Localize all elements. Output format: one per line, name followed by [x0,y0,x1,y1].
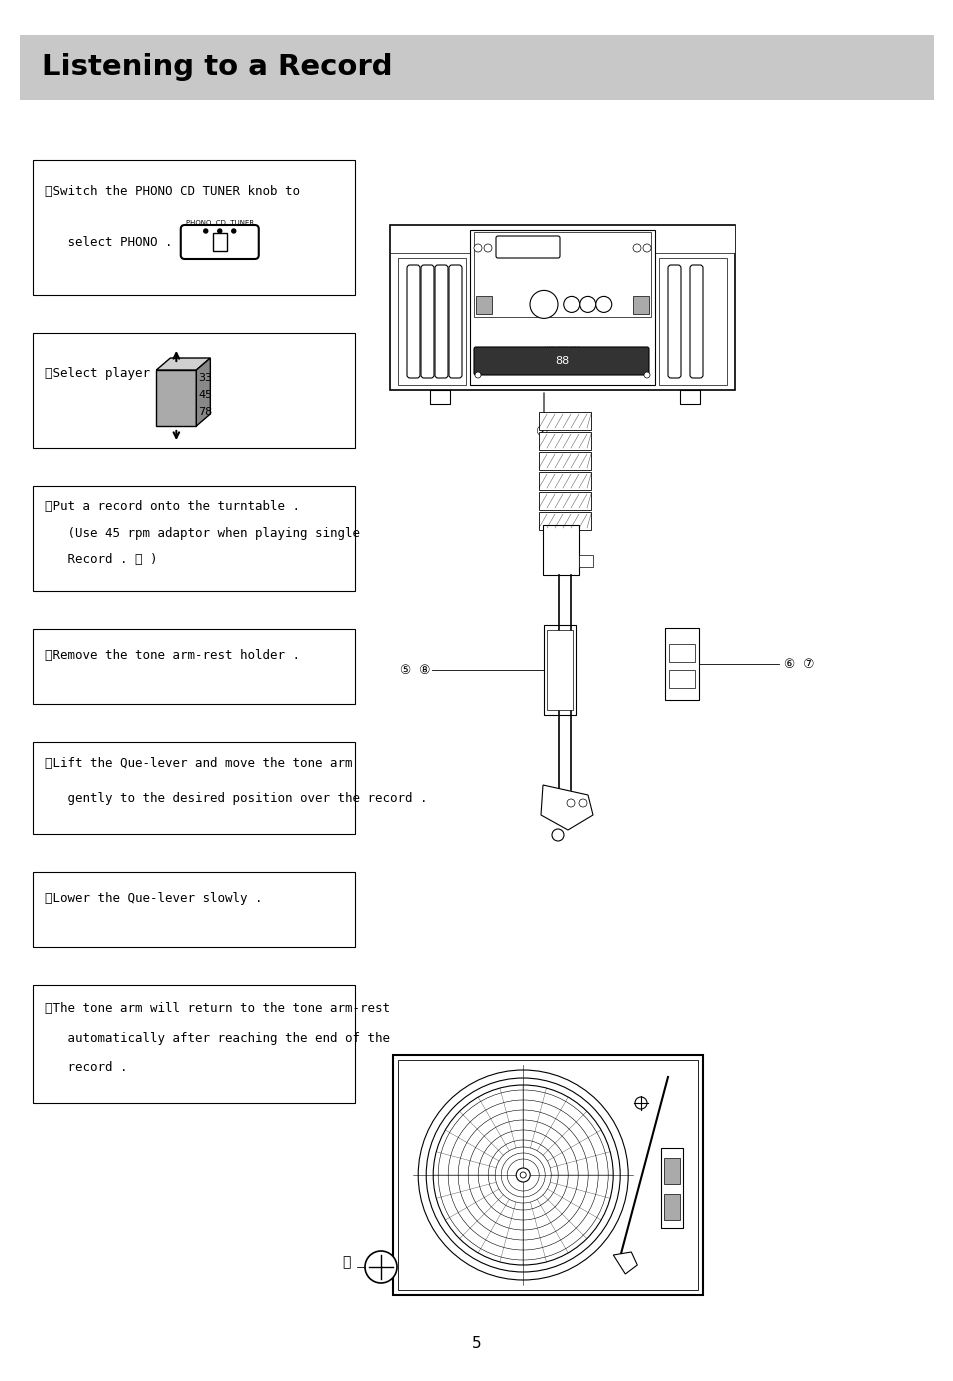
Bar [538,412,590,429]
Text: record .: record . [45,1062,128,1074]
Bar [33,628,355,704]
Text: PHONO  CD  TUNER: PHONO CD TUNER [186,220,253,226]
Bar [578,555,593,568]
Bar [476,297,492,315]
Polygon shape [540,784,593,830]
Text: 88: 88 [555,356,569,366]
Circle shape [566,800,575,807]
Text: gently to the desired position over the record .: gently to the desired position over the … [45,791,427,805]
Bar [397,1061,698,1290]
Text: ⑦Lower the Que-lever slowly .: ⑦Lower the Que-lever slowly . [45,892,262,905]
Circle shape [475,371,480,378]
Circle shape [519,1172,526,1178]
Bar [20,35,933,99]
Bar [546,630,573,710]
Bar [538,512,590,530]
Bar [538,472,590,490]
FancyBboxPatch shape [689,265,702,378]
Circle shape [643,371,649,378]
Bar [33,160,355,296]
Text: 45: 45 [198,389,213,400]
Text: ⑥  ⑦: ⑥ ⑦ [783,657,814,671]
Text: Ⓐ: Ⓐ [341,1255,350,1269]
Bar [659,258,726,385]
Bar [679,389,700,405]
Bar [660,1148,682,1228]
Circle shape [552,829,563,841]
Bar [668,644,695,661]
Text: 5: 5 [472,1335,481,1351]
Bar [430,389,450,405]
Text: Listening to a Record: Listening to a Record [42,52,393,81]
FancyBboxPatch shape [474,347,648,376]
Bar [543,626,576,715]
Text: ④Put a record onto the turntable .: ④Put a record onto the turntable . [45,500,299,514]
Text: select PHONO .: select PHONO . [45,236,172,250]
Bar [33,742,355,834]
FancyBboxPatch shape [449,265,461,378]
Text: ⑥Lift the Que-lever and move the tone arm: ⑥Lift the Que-lever and move the tone ar… [45,757,352,771]
Circle shape [483,244,492,251]
Polygon shape [196,358,210,425]
Bar [538,492,590,510]
Circle shape [579,297,595,312]
Bar [397,258,465,385]
FancyBboxPatch shape [435,265,448,378]
Bar [390,225,734,389]
Circle shape [563,297,579,312]
Text: ⑤  ⑧: ⑤ ⑧ [399,663,430,677]
Circle shape [365,1251,396,1283]
Bar [213,233,227,251]
Text: ②Switch the PHONO CD TUNER knob to: ②Switch the PHONO CD TUNER knob to [45,185,299,197]
Circle shape [217,229,221,233]
FancyBboxPatch shape [667,265,680,378]
Text: Record . Ⓐ ): Record . Ⓐ ) [45,554,157,566]
Bar [663,1157,679,1184]
Bar [33,486,355,591]
Text: ③Select player speed .: ③Select player speed . [45,366,210,380]
Circle shape [232,229,235,233]
Circle shape [530,290,558,319]
Bar [633,297,648,315]
Bar [538,432,590,450]
Polygon shape [156,370,196,425]
Bar [668,670,695,688]
Circle shape [642,244,650,251]
Bar [474,232,650,318]
Bar [393,1055,702,1295]
Text: ⑤Remove the tone arm-rest holder .: ⑤Remove the tone arm-rest holder . [45,649,299,661]
Text: ...... ...... ......: ...... ...... ...... [544,342,579,348]
Bar [663,1193,679,1219]
Bar [664,628,699,700]
Circle shape [516,1168,530,1182]
Text: (Use 45 rpm adaptor when playing single: (Use 45 rpm adaptor when playing single [45,526,359,540]
Bar [470,231,655,385]
Circle shape [204,229,208,233]
Text: ⑧The tone arm will return to the tone arm-rest: ⑧The tone arm will return to the tone ar… [45,1001,390,1015]
Text: 78: 78 [198,407,213,417]
Bar [542,525,578,574]
Polygon shape [613,1253,637,1275]
Polygon shape [156,358,210,370]
Circle shape [595,297,611,312]
FancyBboxPatch shape [420,265,434,378]
Text: ②: ② [536,425,548,439]
Circle shape [474,244,481,251]
Bar [390,225,734,253]
Bar [33,985,355,1103]
Bar [33,871,355,947]
Circle shape [633,244,640,251]
Text: automatically after reaching the end of the: automatically after reaching the end of … [45,1032,390,1044]
FancyBboxPatch shape [180,225,258,260]
Circle shape [578,800,586,807]
Bar [538,452,590,470]
Bar [33,333,355,447]
Text: 33: 33 [198,373,213,383]
FancyBboxPatch shape [407,265,419,378]
Circle shape [635,1097,646,1109]
FancyBboxPatch shape [496,236,559,258]
